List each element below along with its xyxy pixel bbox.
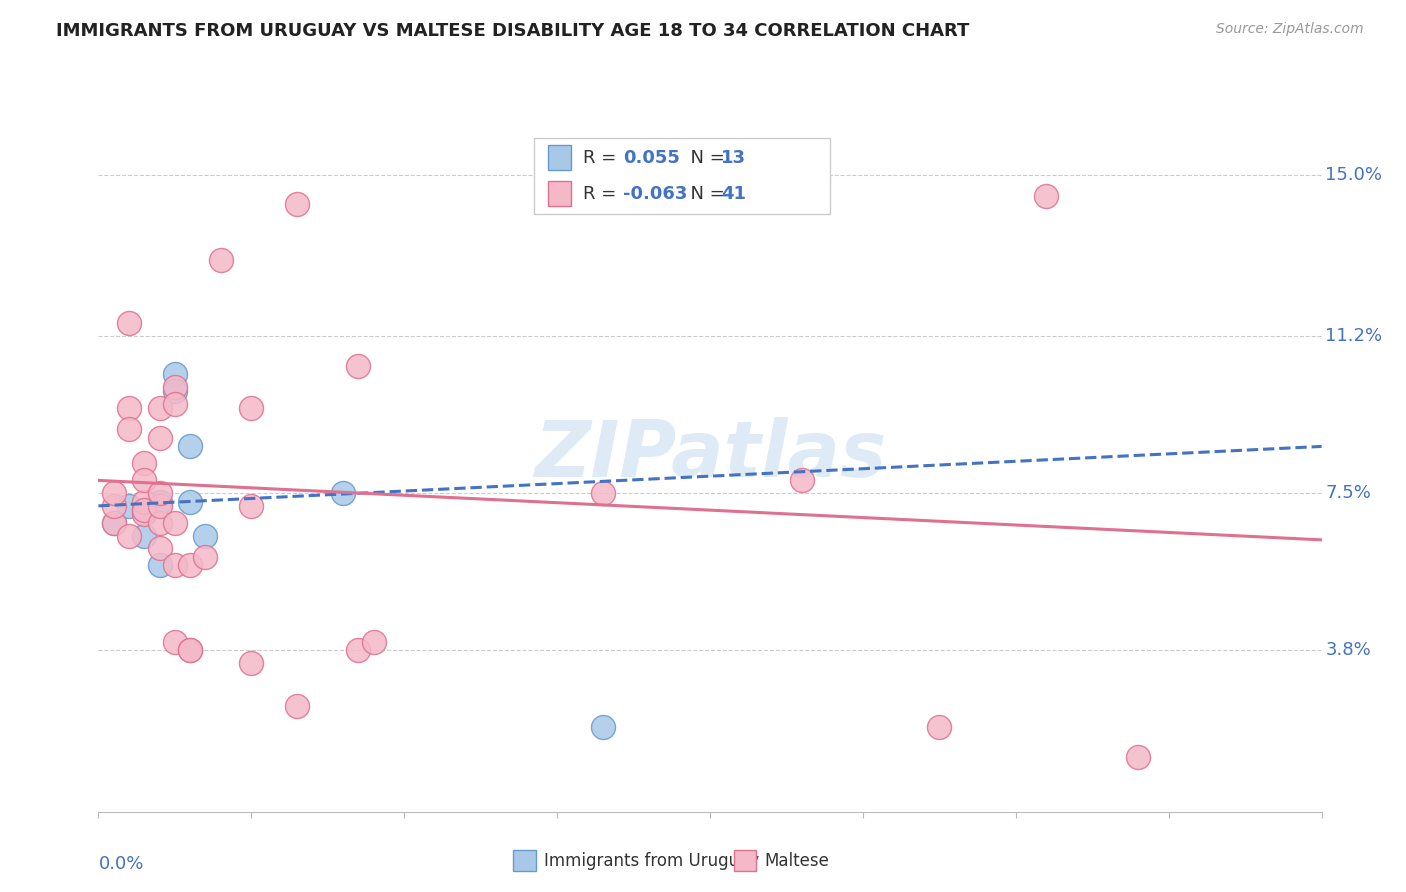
Point <box>149 494 172 508</box>
Point <box>179 558 201 573</box>
Point <box>285 698 308 713</box>
Text: Source: ZipAtlas.com: Source: ZipAtlas.com <box>1216 22 1364 37</box>
Text: 11.2%: 11.2% <box>1326 327 1382 345</box>
Point <box>1035 189 1057 203</box>
Point <box>134 528 156 542</box>
Point <box>134 503 156 517</box>
Point <box>118 422 141 436</box>
Text: -0.063: -0.063 <box>623 185 688 202</box>
Point <box>103 486 125 500</box>
Text: N =: N = <box>679 149 731 167</box>
Point <box>179 439 201 453</box>
Point <box>163 558 186 573</box>
Text: R =: R = <box>583 149 623 167</box>
Point <box>163 516 186 530</box>
Point <box>134 503 156 517</box>
Point <box>194 549 217 564</box>
Text: Immigrants from Uruguay: Immigrants from Uruguay <box>544 852 759 870</box>
Text: Maltese: Maltese <box>765 852 830 870</box>
Text: 0.0%: 0.0% <box>98 855 143 872</box>
Text: ZIPatlas: ZIPatlas <box>534 417 886 493</box>
Point <box>332 486 354 500</box>
Point <box>285 197 308 211</box>
Point <box>194 528 217 542</box>
Point <box>149 431 172 445</box>
Point <box>134 457 156 471</box>
Text: R =: R = <box>583 185 623 202</box>
Point <box>363 635 385 649</box>
Point <box>592 486 614 500</box>
Point <box>163 384 186 399</box>
Point <box>103 499 125 513</box>
Point <box>103 516 125 530</box>
Point <box>118 528 141 542</box>
Point <box>103 516 125 530</box>
Point <box>240 401 263 416</box>
Point <box>118 499 141 513</box>
Point <box>118 316 141 330</box>
Point <box>149 486 172 500</box>
Text: 3.8%: 3.8% <box>1326 641 1371 659</box>
Point <box>163 635 186 649</box>
Point <box>149 541 172 556</box>
Point <box>149 516 172 530</box>
Text: 13: 13 <box>721 149 747 167</box>
Point <box>179 643 201 657</box>
Point <box>240 656 263 670</box>
Text: N =: N = <box>679 185 731 202</box>
Point <box>163 368 186 382</box>
Point <box>149 499 172 513</box>
Point <box>163 397 186 411</box>
Text: 0.055: 0.055 <box>623 149 679 167</box>
Text: IMMIGRANTS FROM URUGUAY VS MALTESE DISABILITY AGE 18 TO 34 CORRELATION CHART: IMMIGRANTS FROM URUGUAY VS MALTESE DISAB… <box>56 22 970 40</box>
Point <box>790 474 813 488</box>
Point <box>134 474 156 488</box>
Point <box>347 359 370 373</box>
Point <box>347 643 370 657</box>
Point <box>118 401 141 416</box>
Point <box>240 499 263 513</box>
Text: 41: 41 <box>721 185 747 202</box>
Point <box>209 252 232 267</box>
Text: 15.0%: 15.0% <box>1326 166 1382 184</box>
Point <box>1128 749 1150 764</box>
Point <box>149 558 172 573</box>
Point <box>163 380 186 394</box>
Point <box>179 643 201 657</box>
Point <box>179 494 201 508</box>
Point <box>592 720 614 734</box>
Text: 7.5%: 7.5% <box>1326 484 1371 502</box>
Point <box>928 720 950 734</box>
Point <box>149 401 172 416</box>
Point <box>134 494 156 508</box>
Point <box>134 508 156 522</box>
